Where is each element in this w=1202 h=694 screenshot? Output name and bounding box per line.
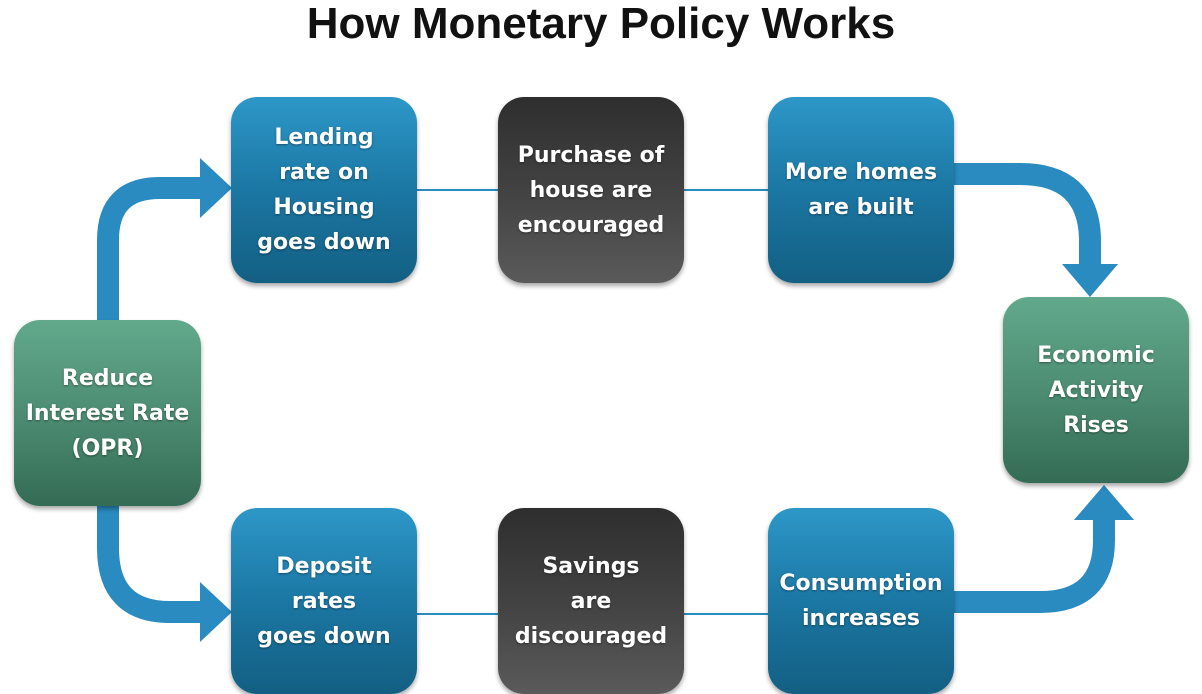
deposit-rates-box: Deposit rates goes down	[231, 508, 417, 694]
arrow-to-deposit	[97, 506, 232, 642]
consumption-box: Consumption increases	[768, 508, 954, 694]
page-title: How Monetary Policy Works	[306, 0, 896, 48]
arrow-to-economic-from-bottom	[954, 485, 1134, 613]
more-homes-label: More homes are built	[784, 160, 938, 220]
more-homes-box: More homes are built	[768, 97, 954, 283]
lending-rate-label: Lending rate on Housing goes down	[257, 125, 391, 255]
flow-connectors	[97, 158, 1134, 642]
arrow-to-lending	[97, 158, 232, 320]
economic-activity-label: Economic Activity Rises	[1037, 342, 1155, 438]
reduce-interest-rate-label: Reduce Interest Rate (OPR)	[25, 365, 190, 461]
economic-activity-box: Economic Activity Rises	[1003, 297, 1189, 483]
deposit-rates-label: Deposit rates goes down	[257, 553, 391, 649]
consumption-label: Consumption increases	[779, 571, 943, 631]
purchase-house-label: Purchase of house are encouraged	[517, 142, 665, 238]
reduce-interest-rate-box: Reduce Interest Rate (OPR)	[14, 320, 201, 506]
savings-label: Savings are discouraged	[514, 553, 668, 649]
lending-rate-box: Lending rate on Housing goes down	[231, 97, 417, 283]
purchase-house-box: Purchase of house are encouraged	[498, 97, 684, 283]
savings-box: Savings are discouraged	[498, 508, 684, 694]
arrow-to-economic-from-top	[954, 163, 1118, 297]
